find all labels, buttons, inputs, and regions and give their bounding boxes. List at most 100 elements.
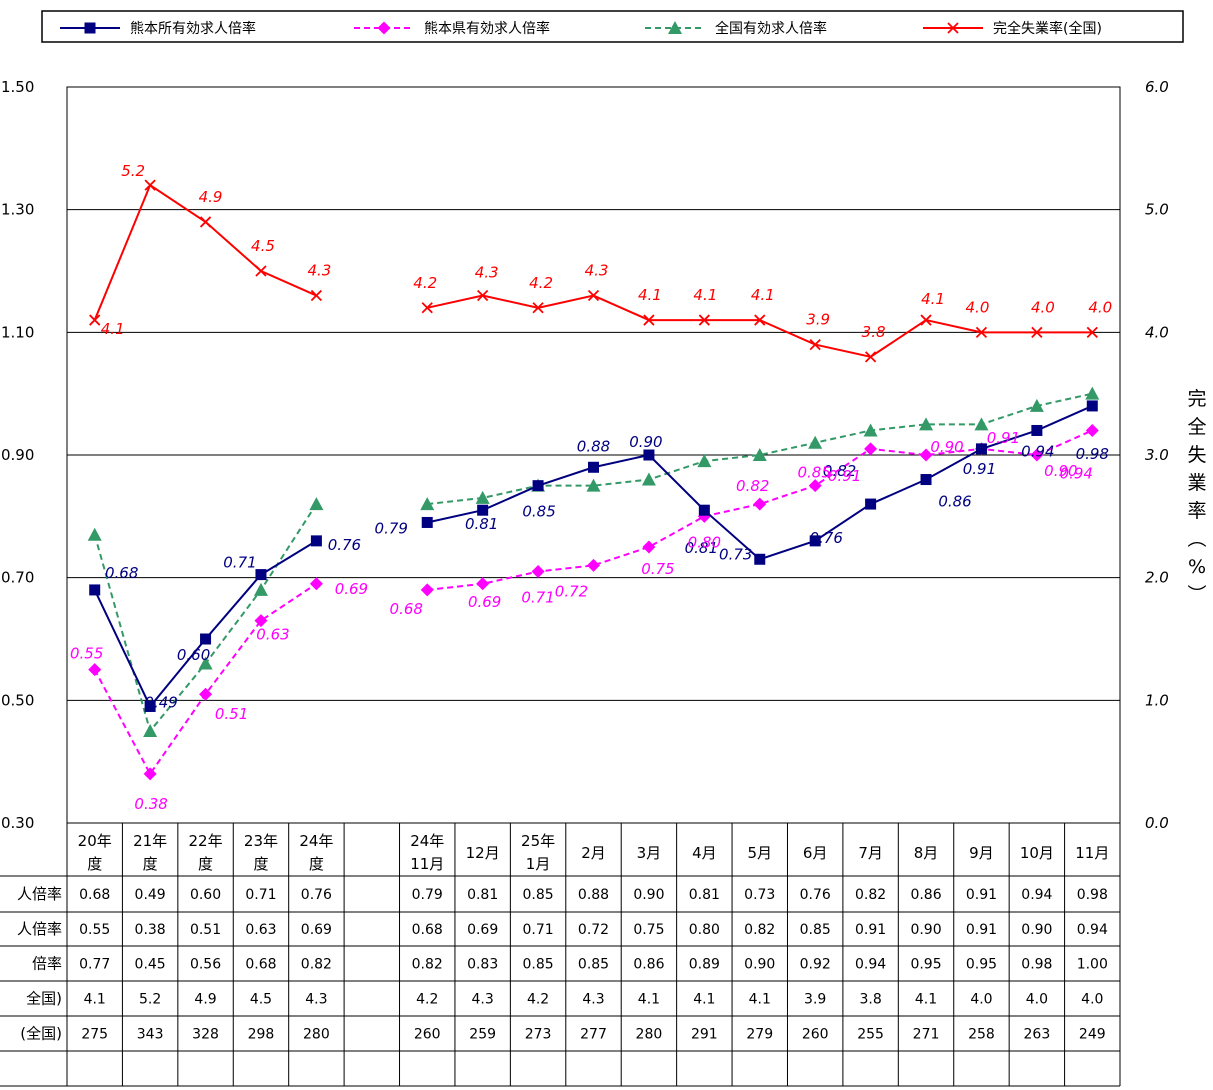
marker-diamond xyxy=(808,479,822,493)
marker-triangle xyxy=(641,472,656,486)
x-category-label: 1月 xyxy=(526,855,551,873)
table-cell: 0.94 xyxy=(855,957,886,973)
x-category-label: 2月 xyxy=(581,844,606,862)
table-cell: 4.0 xyxy=(1081,992,1103,1008)
x-category-label: 24年 xyxy=(299,832,333,850)
y-right-axis-title-char: 率 xyxy=(1187,500,1206,522)
marker-x xyxy=(643,314,655,326)
marker-triangle xyxy=(143,724,158,737)
marker-triangle xyxy=(198,656,213,670)
marker-square xyxy=(310,535,322,547)
table-cell: 280 xyxy=(303,1027,330,1043)
data-label: 4.2 xyxy=(413,274,437,292)
marker-square xyxy=(754,553,766,565)
x-category-label: 11月 xyxy=(410,855,444,873)
x-category-label: 23年 xyxy=(244,832,278,850)
table-cell: 0.77 xyxy=(79,957,110,973)
table-cell: 0.82 xyxy=(744,922,775,938)
data-label: 4.2 xyxy=(529,274,553,292)
data-label: 0.49 xyxy=(144,693,177,711)
x-category-label: 10月 xyxy=(1020,844,1054,862)
data-label: 0.79 xyxy=(375,519,408,537)
data-label: 4.1 xyxy=(101,320,125,338)
data-label: 0.71 xyxy=(521,589,554,607)
marker-diamond xyxy=(143,767,157,781)
marker-square xyxy=(1086,400,1098,412)
series-line xyxy=(427,294,1093,358)
table-cell: 5.2 xyxy=(139,992,161,1008)
data-label: 0.68 xyxy=(390,600,423,618)
table-cell: 0.72 xyxy=(578,922,609,938)
legend-entry-label: 全国有効求人倍率 xyxy=(715,20,827,37)
table-row-label: 人倍率 xyxy=(17,885,62,903)
marker-square xyxy=(698,504,710,516)
marker-x xyxy=(310,289,323,302)
data-label: 0.90 xyxy=(1044,462,1077,480)
marker-x xyxy=(864,351,877,363)
marker-x xyxy=(477,289,489,302)
data-label: 0.69 xyxy=(468,593,501,611)
table-cell: 279 xyxy=(746,1027,773,1043)
table-cell: 4.9 xyxy=(194,992,216,1008)
x-category-label: 11月 xyxy=(1075,844,1109,862)
legend-entry-label: 熊本所有効求人倍率 xyxy=(130,20,256,37)
marker-square xyxy=(1031,424,1043,436)
data-label: 0.94 xyxy=(1021,442,1054,460)
table-cell: 4.1 xyxy=(84,992,106,1008)
marker-diamond xyxy=(753,497,767,511)
x-category-label: 24年 xyxy=(410,832,444,850)
table-cell: 0.82 xyxy=(301,957,332,973)
data-labels: 0.68 0.49 0.60 0.71 0.76 0.79 0.81 0.85 0.88 0.90… xyxy=(70,162,1112,813)
marker-square xyxy=(144,700,156,712)
marker-square xyxy=(809,535,821,547)
marker-triangle xyxy=(420,497,435,511)
table-cell: 0.91 xyxy=(966,887,997,903)
table-cell: 249 xyxy=(1079,1027,1106,1043)
table-cell: 0.98 xyxy=(1021,957,1052,973)
data-label: 4.3 xyxy=(585,262,609,280)
table-cell: 4.2 xyxy=(527,992,549,1008)
data-label: 3.9 xyxy=(806,311,830,329)
marker-triangle xyxy=(586,478,601,492)
y-right-tick-label: 2.0 xyxy=(1145,569,1169,587)
marker-square xyxy=(532,480,544,492)
table-cell: 4.2 xyxy=(416,992,438,1008)
data-label: 0.98 xyxy=(1076,445,1109,463)
table-row-label: (全国) xyxy=(20,1025,62,1043)
marker-diamond xyxy=(697,509,711,523)
data-label: 0.82 xyxy=(736,477,769,495)
table-cell: 0.98 xyxy=(1077,887,1108,903)
marker-diamond xyxy=(1085,423,1099,437)
y-right-tick-label: 4.0 xyxy=(1145,323,1169,341)
y-left-tick-label: 1.30 xyxy=(1,201,34,219)
table-cell: 0.79 xyxy=(412,887,443,903)
table-cell: 0.82 xyxy=(855,887,886,903)
marker-x xyxy=(199,216,212,228)
table-cell: 0.38 xyxy=(135,922,166,938)
marker-square xyxy=(477,504,489,516)
legend-box xyxy=(41,10,1184,43)
data-label: 4.1 xyxy=(921,290,945,308)
marker-triangle xyxy=(863,423,878,437)
data-label: 4.3 xyxy=(307,262,331,280)
marker-diamond xyxy=(254,614,268,628)
y-right-axis-title-char: % xyxy=(1188,556,1206,578)
data-label: 4.1 xyxy=(693,286,717,304)
marker-square xyxy=(588,461,599,473)
table-cell: 0.90 xyxy=(910,922,941,938)
marker-diamond xyxy=(199,687,213,701)
table-cell: 0.92 xyxy=(800,957,831,973)
table-cell: 0.85 xyxy=(522,887,553,903)
table-cell: 0.86 xyxy=(910,887,941,903)
marker-triangle xyxy=(1029,398,1044,412)
marker-x xyxy=(421,302,433,314)
marker-triangle xyxy=(697,454,712,468)
data-label: 0.76 xyxy=(328,536,361,554)
grid xyxy=(67,209,1120,701)
table-cell: 3.9 xyxy=(804,992,826,1008)
data-label: 0.90 xyxy=(930,438,963,456)
data-label: 4.0 xyxy=(1088,298,1112,316)
marker-triangle xyxy=(309,497,324,511)
marker-diamond xyxy=(531,565,545,579)
data-label: 0.91 xyxy=(828,467,861,485)
